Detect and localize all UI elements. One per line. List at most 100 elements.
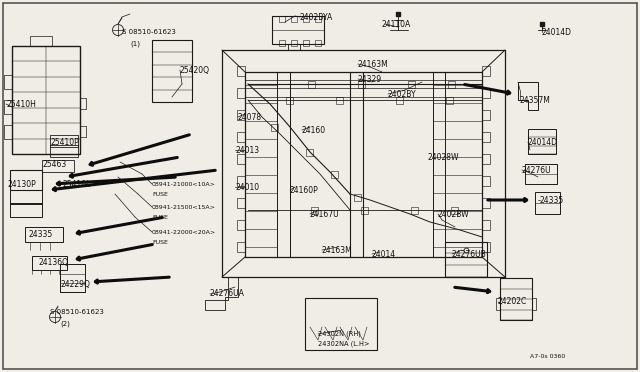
- Text: 24014D: 24014D: [542, 28, 572, 36]
- Bar: [237, 88, 245, 98]
- Bar: [303, 40, 309, 46]
- Text: 24202C: 24202C: [498, 298, 527, 307]
- Text: 2402BY: 2402BY: [388, 90, 417, 99]
- Bar: [535, 192, 560, 214]
- Bar: [337, 96, 344, 103]
- Bar: [279, 16, 285, 22]
- Bar: [312, 206, 319, 214]
- Bar: [305, 298, 377, 350]
- Text: 24229Q: 24229Q: [60, 279, 90, 289]
- Text: 24335: 24335: [28, 230, 52, 238]
- Bar: [32, 256, 67, 270]
- Text: 24013: 24013: [235, 145, 259, 154]
- Bar: [355, 193, 362, 201]
- Bar: [307, 148, 314, 155]
- Bar: [60, 264, 85, 292]
- Text: A7-0s 0360: A7-0s 0360: [530, 355, 565, 359]
- Bar: [237, 110, 245, 120]
- Bar: [4, 75, 12, 89]
- Bar: [397, 96, 403, 103]
- Bar: [237, 242, 245, 252]
- Bar: [279, 40, 285, 46]
- Bar: [152, 40, 192, 102]
- Bar: [237, 132, 245, 142]
- Bar: [4, 125, 12, 139]
- Text: 08941-22000<20A>: 08941-22000<20A>: [152, 230, 216, 234]
- Bar: [272, 16, 324, 44]
- Text: 24160: 24160: [302, 125, 326, 135]
- Bar: [308, 80, 316, 87]
- Bar: [482, 66, 490, 76]
- Text: (1): (1): [130, 41, 140, 47]
- Bar: [291, 40, 297, 46]
- Bar: [10, 170, 42, 190]
- Bar: [42, 160, 74, 172]
- Bar: [451, 206, 458, 214]
- Text: 25410H: 25410H: [6, 99, 36, 109]
- Bar: [237, 220, 245, 230]
- Text: S 08510-61623: S 08510-61623: [50, 309, 104, 315]
- Text: 24014: 24014: [372, 250, 396, 259]
- Text: 25410L: 25410L: [62, 180, 90, 189]
- Text: 24163M: 24163M: [358, 60, 388, 68]
- Text: 08941-21000<10A>: 08941-21000<10A>: [152, 182, 216, 186]
- Text: 24010: 24010: [235, 183, 259, 192]
- Text: 24078: 24078: [238, 112, 262, 122]
- Bar: [482, 176, 490, 186]
- Text: 24329: 24329: [358, 74, 382, 83]
- Bar: [237, 176, 245, 186]
- Text: 24130P: 24130P: [7, 180, 36, 189]
- Bar: [332, 170, 339, 177]
- Bar: [30, 36, 52, 46]
- Bar: [482, 110, 490, 120]
- Text: 2402BW: 2402BW: [438, 209, 470, 218]
- Bar: [408, 80, 415, 87]
- Text: FUSE: FUSE: [152, 215, 168, 219]
- Text: 24167U: 24167U: [310, 209, 340, 218]
- Text: 24276U: 24276U: [522, 166, 552, 174]
- Text: 24028W: 24028W: [428, 153, 460, 161]
- Text: 24163M: 24163M: [322, 246, 353, 254]
- Text: 24160P: 24160P: [290, 186, 319, 195]
- Text: 24302N (RH): 24302N (RH): [318, 331, 361, 337]
- Text: 24335: 24335: [540, 196, 564, 205]
- Bar: [237, 154, 245, 164]
- Bar: [271, 124, 278, 131]
- Bar: [482, 132, 490, 142]
- Text: 25410P: 25410P: [50, 138, 79, 147]
- Text: 24302NA (L.H>: 24302NA (L.H>: [318, 341, 369, 347]
- Bar: [287, 96, 294, 103]
- Bar: [237, 66, 245, 76]
- Bar: [445, 242, 487, 277]
- Bar: [10, 190, 42, 204]
- Text: 24276UA: 24276UA: [210, 289, 245, 298]
- Bar: [25, 227, 63, 242]
- Bar: [482, 242, 490, 252]
- Bar: [412, 206, 419, 214]
- Bar: [449, 80, 456, 87]
- Bar: [532, 298, 536, 310]
- Bar: [500, 278, 532, 320]
- Text: 24014D: 24014D: [528, 138, 558, 147]
- Text: 24357M: 24357M: [520, 96, 551, 105]
- Text: 2402BYA: 2402BYA: [300, 13, 333, 22]
- Text: (2): (2): [60, 321, 70, 327]
- Bar: [10, 203, 42, 217]
- Bar: [80, 126, 86, 137]
- Bar: [4, 100, 12, 114]
- Bar: [291, 16, 297, 22]
- Bar: [303, 16, 309, 22]
- Bar: [482, 154, 490, 164]
- Text: 25420Q: 25420Q: [180, 65, 210, 74]
- Bar: [358, 80, 365, 87]
- Text: 08941-21500<15A>: 08941-21500<15A>: [152, 205, 216, 209]
- Bar: [12, 46, 80, 154]
- Bar: [237, 198, 245, 208]
- Bar: [482, 88, 490, 98]
- Text: 24136Q: 24136Q: [38, 257, 68, 266]
- Bar: [50, 135, 78, 147]
- Bar: [525, 164, 557, 184]
- Text: FUSE: FUSE: [152, 192, 168, 196]
- Bar: [315, 40, 321, 46]
- Bar: [482, 198, 490, 208]
